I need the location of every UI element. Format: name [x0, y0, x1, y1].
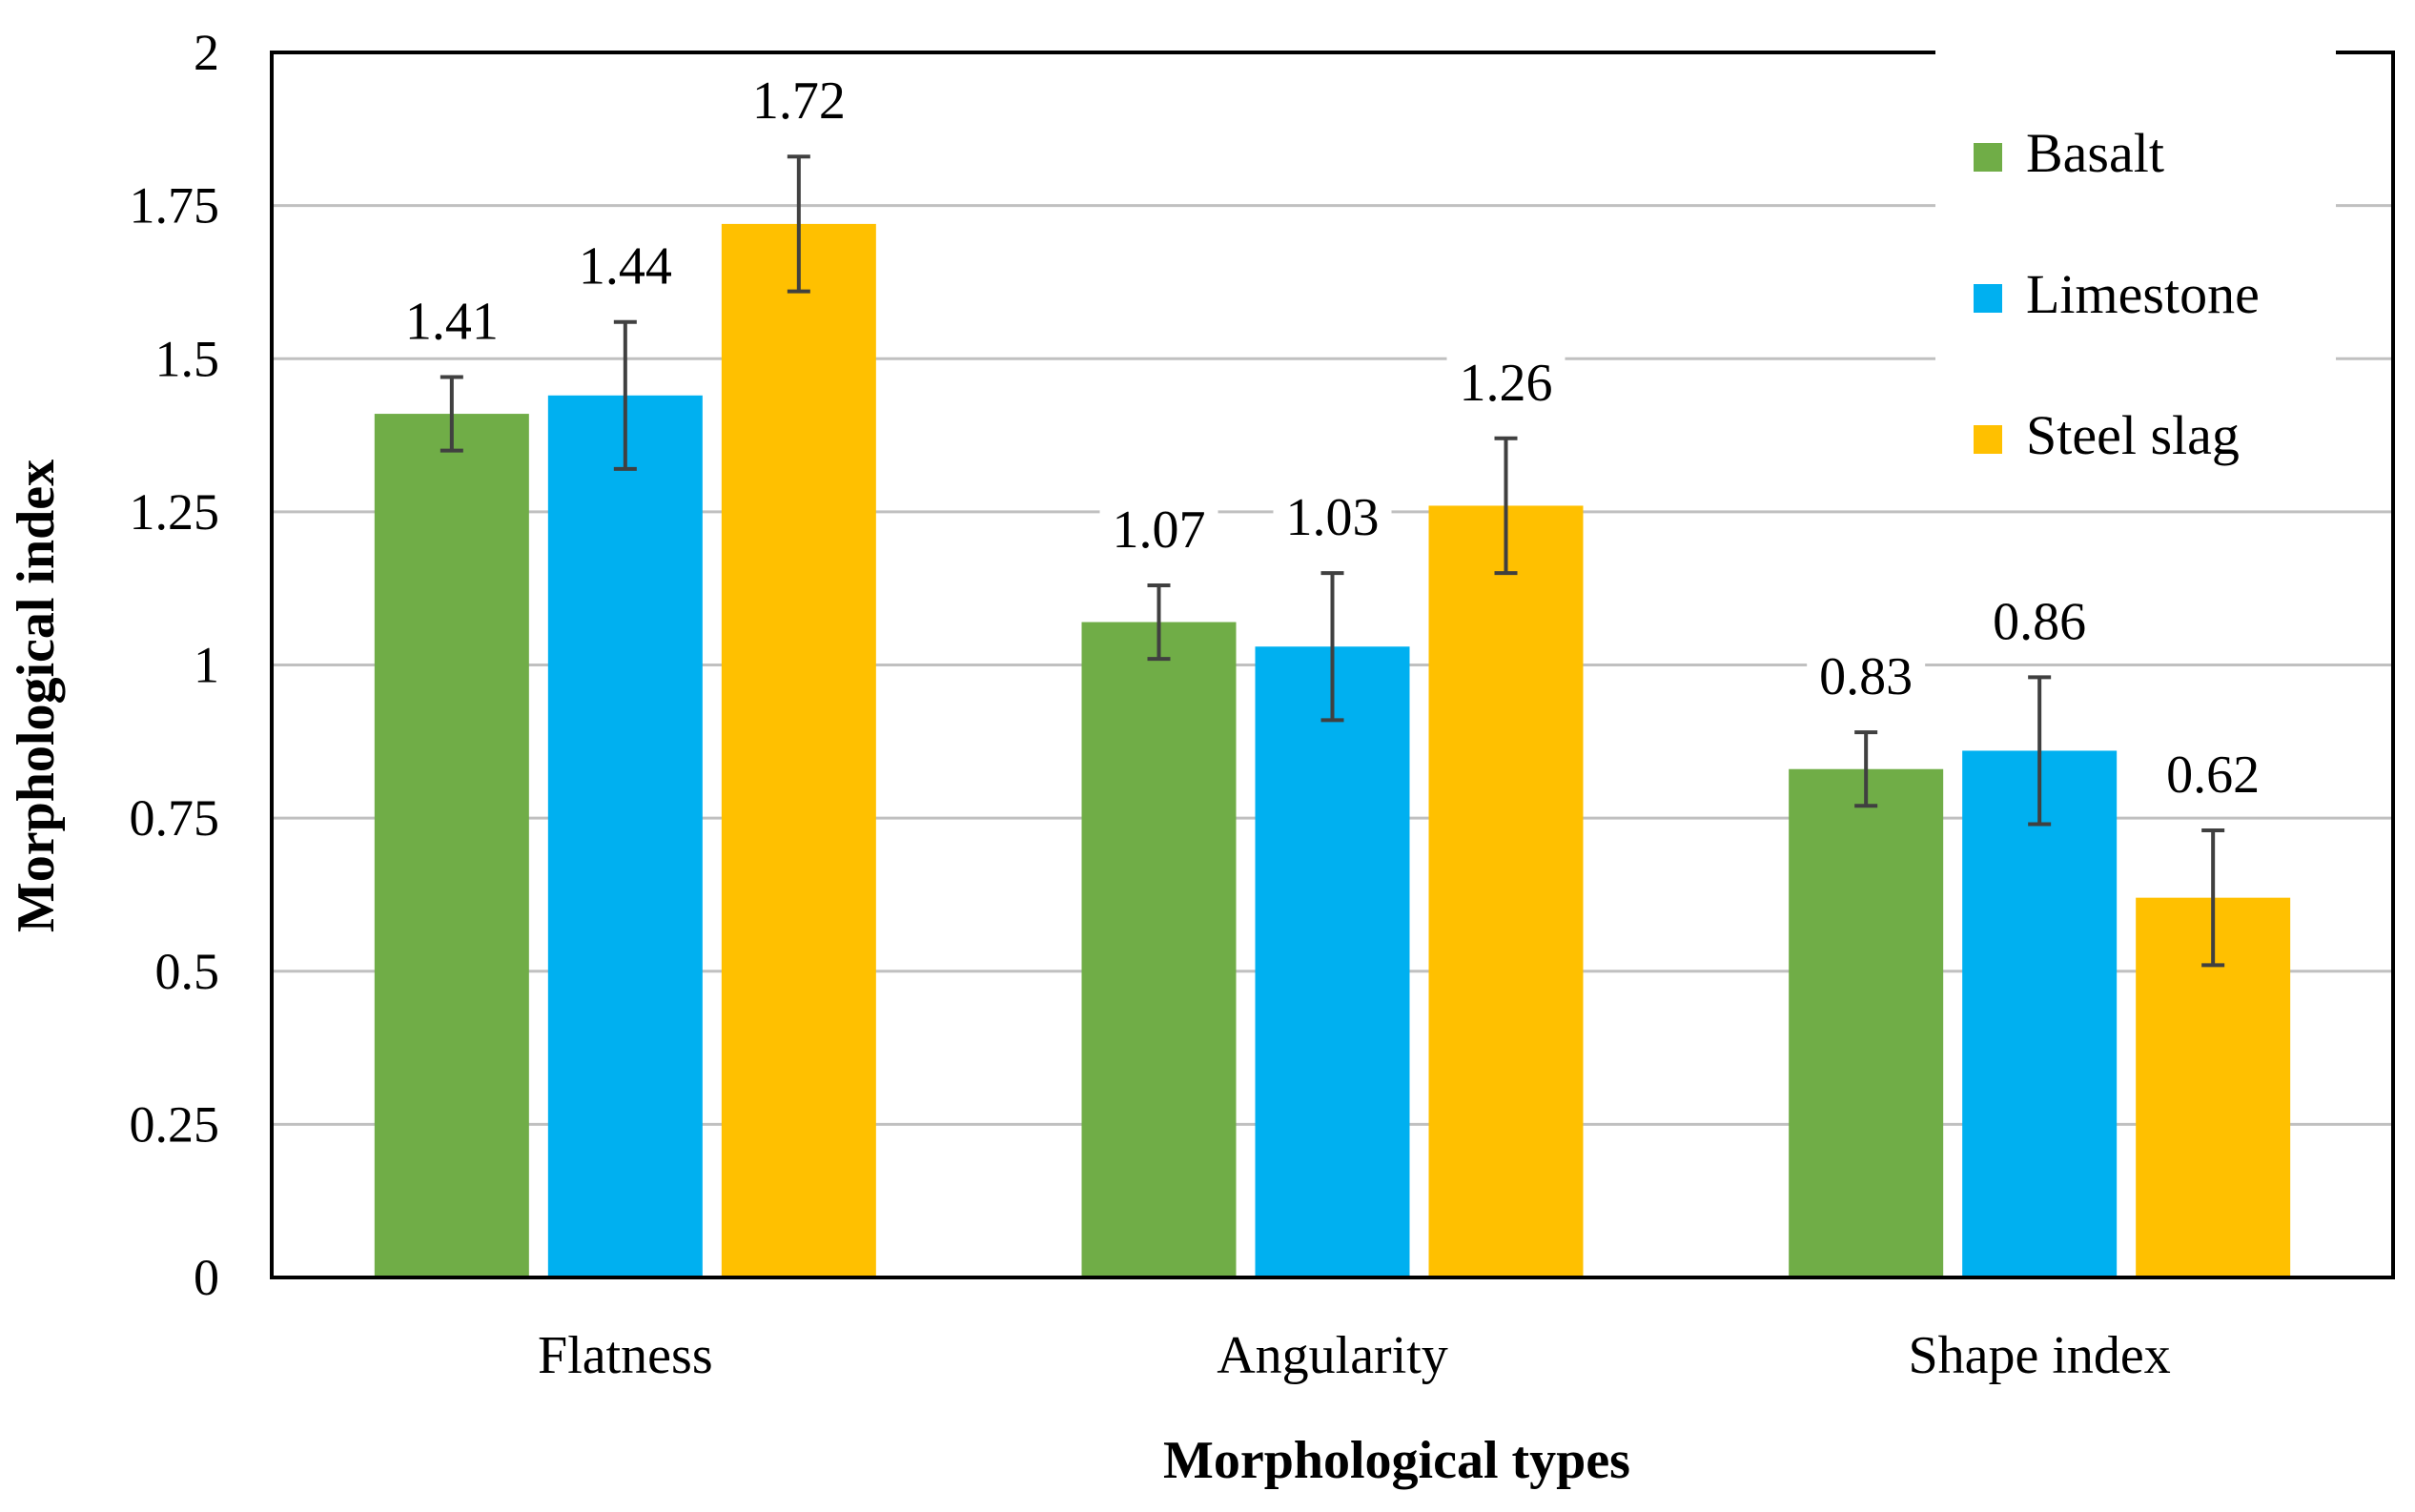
bars	[374, 223, 2291, 1277]
data-label: 1.41	[405, 293, 499, 352]
data-label: 0.62	[2166, 746, 2260, 805]
y-tick-label: 0.25	[130, 1095, 220, 1153]
x-tick-label: Angularity	[1217, 1326, 1448, 1385]
axes: 0 0.25 0.5 0.75 1 1.25 1.5 1.75 2 Flatness Angular…	[130, 24, 2395, 1385]
data-label-bg	[565, 235, 685, 297]
data-label: 1.26	[1460, 354, 1553, 413]
error-bar	[2028, 675, 2052, 827]
error-bar	[1494, 436, 1518, 576]
bar-steel-slag-angularity	[1428, 505, 1584, 1277]
legend-background	[1935, 48, 2336, 480]
data-label: 1.44	[579, 237, 672, 296]
bar-limestone-flatness	[547, 395, 703, 1277]
data-labels: 1.41 1.44 1.72 1.07 1.03 1.26 0.83 0.86 0.62	[392, 71, 2273, 806]
y-axis-title: Morphological index	[7, 460, 66, 932]
legend-swatch	[1974, 284, 2002, 313]
y-tick-label: 1.5	[155, 330, 220, 387]
bar-basalt-shape-index	[1789, 768, 1944, 1277]
bar-limestone-shape-index	[1962, 750, 2118, 1277]
legend-label: Steel slag	[2026, 404, 2240, 466]
error-bar	[1320, 571, 1344, 723]
bar-limestone-angularity	[1255, 646, 1410, 1277]
y-tick-label: 1.25	[130, 483, 220, 541]
legend-item: Limestone	[1974, 263, 2260, 325]
plot-border	[270, 51, 2395, 1279]
data-label-bg	[1099, 499, 1218, 561]
data-label-bg	[2154, 744, 2273, 806]
legend: Basalt Limestone Steel slag	[1935, 48, 2336, 480]
y-tick-label: 0.5	[155, 943, 220, 1000]
x-axis-title: Morphological types	[1163, 1431, 1630, 1490]
data-label-bg	[739, 71, 858, 133]
error-bars	[440, 154, 2225, 968]
x-tick-label: Flatness	[538, 1326, 713, 1385]
y-tick-label: 0.75	[130, 789, 220, 847]
error-bar	[787, 154, 810, 294]
y-tick-label: 1.75	[130, 177, 220, 235]
data-label-bg	[1980, 591, 2099, 653]
legend-label: Basalt	[2026, 122, 2164, 184]
legend-swatch	[1974, 143, 2002, 172]
legend-item: Steel slag	[1974, 404, 2240, 466]
data-label: 1.07	[1113, 501, 1206, 560]
error-bar	[1147, 582, 1171, 662]
data-label: 1.03	[1286, 488, 1380, 547]
data-label-bg	[1446, 352, 1566, 414]
error-bar	[1854, 730, 1878, 808]
error-bar	[440, 375, 463, 453]
bar-basalt-angularity	[1081, 622, 1237, 1277]
legend-swatch	[1974, 425, 2002, 454]
data-label-bg	[1807, 646, 1926, 708]
y-tick-label: 0	[194, 1249, 219, 1306]
bar-steel-slag-flatness	[721, 223, 876, 1277]
data-label-bg	[392, 291, 511, 353]
y-tick-label: 1	[194, 637, 219, 694]
data-label: 1.72	[752, 72, 846, 131]
data-label: 0.86	[1993, 592, 2086, 651]
bar-basalt-flatness	[374, 414, 529, 1277]
error-bar	[2201, 828, 2225, 968]
x-tick-label: Shape index	[1909, 1326, 2171, 1385]
y-tick-label: 2	[194, 24, 219, 81]
error-bar	[613, 319, 637, 471]
legend-label: Limestone	[2026, 263, 2260, 325]
legend-item: Basalt	[1974, 122, 2164, 184]
data-label: 0.83	[1819, 647, 1913, 706]
data-label-bg	[1273, 487, 1392, 549]
